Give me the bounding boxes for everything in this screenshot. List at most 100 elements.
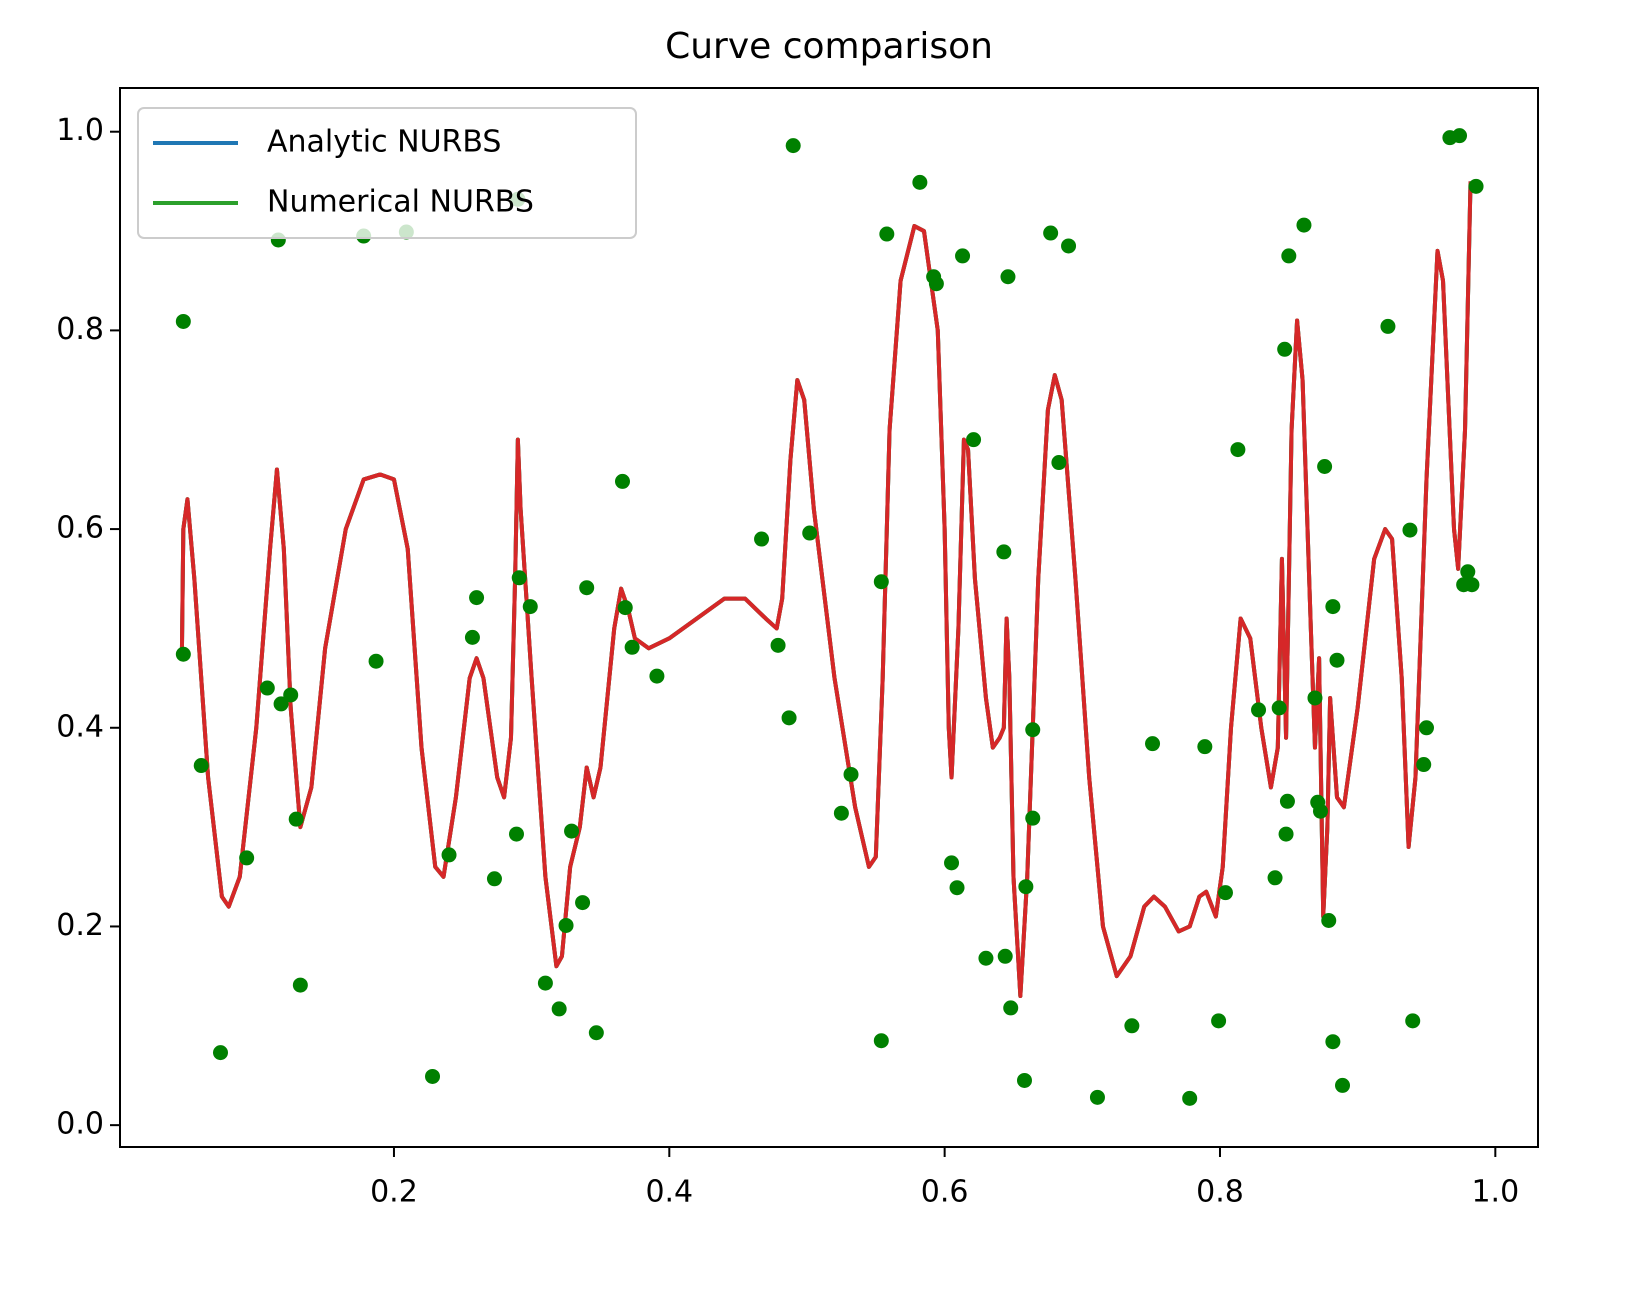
scatter-point [1267,870,1283,886]
scatter-point [617,600,633,616]
scatter-point [833,805,849,821]
scatter-point [551,1001,567,1017]
scatter-point [955,248,971,264]
scatter-point [649,668,665,684]
scatter-point [464,629,480,645]
scatter-point [508,826,524,842]
scatter-point [1230,442,1246,458]
scatter-point [575,895,591,911]
scatter-point [425,1068,441,1084]
scatter-point [949,880,965,896]
scatter-point [1416,757,1432,773]
scatter-point [1271,700,1287,716]
x-tick-label: 1.0 [1471,1175,1519,1210]
scatter-point [1307,690,1323,706]
scatter-point [879,226,895,242]
scatter-point [283,687,299,703]
scatter-point [624,639,640,655]
scatter-point [1043,225,1059,241]
scatter-point [1003,1000,1019,1016]
scatter-point [1418,720,1434,736]
scatter-point [212,1045,228,1061]
scatter-point [1016,1072,1032,1088]
scatter-point [441,847,457,863]
y-tick-label: 0.8 [56,312,104,347]
plot-layer [175,128,1484,1106]
scatter-point [1051,455,1067,471]
scatter-point [873,1033,889,1049]
scatter-point [1325,1034,1341,1050]
x-tick-label: 0.8 [1196,1175,1244,1210]
scatter-point [1460,564,1476,580]
scatter-point [1000,269,1016,285]
scatter-point [1296,217,1312,233]
scatter-point [273,696,289,712]
y-tick-label: 1.0 [56,113,104,148]
scatter-point [368,653,384,669]
scatter-point [781,710,797,726]
scatter-point [193,758,209,774]
legend-label: Analytic NURBS [267,125,501,160]
scatter-point [1321,912,1337,928]
scatter-point [754,531,770,547]
scatter-point [579,580,595,596]
scatter-point [1329,652,1345,668]
scatter-point [259,680,275,696]
scatter-point [1025,810,1041,826]
scatter-point [1317,458,1333,474]
scatter-point [522,599,538,615]
y-tick-label: 0.2 [56,908,104,943]
scatter-point [486,871,502,887]
scatter-point [537,975,553,991]
scatter-point [1380,318,1396,334]
scatter-point [511,570,527,586]
scatter-point [292,977,308,993]
scatter-point [1452,128,1468,144]
scatter-point [997,948,1013,964]
legend-box [137,107,637,239]
scatter-point [1124,1018,1140,1034]
scatter-point [966,432,982,448]
scatter-point [802,525,818,541]
scatter-point [1468,178,1484,194]
scatter-point [843,766,859,782]
legend-label: Numerical NURBS [267,185,534,220]
y-tick-label: 0.4 [56,709,104,744]
scatter-point [1182,1090,1198,1106]
chart-title: Curve comparison [665,26,993,67]
scatter-point [564,823,580,839]
scatter-point [1325,599,1341,615]
scatter-point [1335,1077,1351,1093]
scatter-point [873,574,889,590]
x-tick-label: 0.4 [645,1175,693,1210]
scatter-point [785,138,801,154]
scatter-point [928,276,944,292]
scatter-point [978,950,994,966]
scatter-point [1217,885,1233,901]
x-tick-label: 0.2 [370,1175,418,1210]
scatter-point [1312,803,1328,819]
scatter-point [614,473,630,489]
scatter-point [912,174,928,190]
scatter-point [175,313,191,329]
scatter-point [944,855,960,871]
scatter-point [558,917,574,933]
scatter-point [1018,879,1034,895]
scatter-point [288,811,304,827]
scatter-point [1251,702,1267,718]
scatter-point [996,544,1012,560]
scatter-point [1279,793,1295,809]
scatter-point [770,637,786,653]
scatter-point [1145,736,1161,752]
scatter-point [588,1025,604,1041]
scatter-point [1405,1013,1421,1029]
y-tick-label: 0.0 [56,1107,104,1142]
scatter-point [1061,238,1077,254]
scatter-point [1402,522,1418,538]
scatter-point [1025,722,1041,738]
scatter-point [1211,1013,1227,1029]
scatter-point [469,590,485,606]
scatter-point [1277,341,1293,357]
scatter-point [1197,739,1213,755]
